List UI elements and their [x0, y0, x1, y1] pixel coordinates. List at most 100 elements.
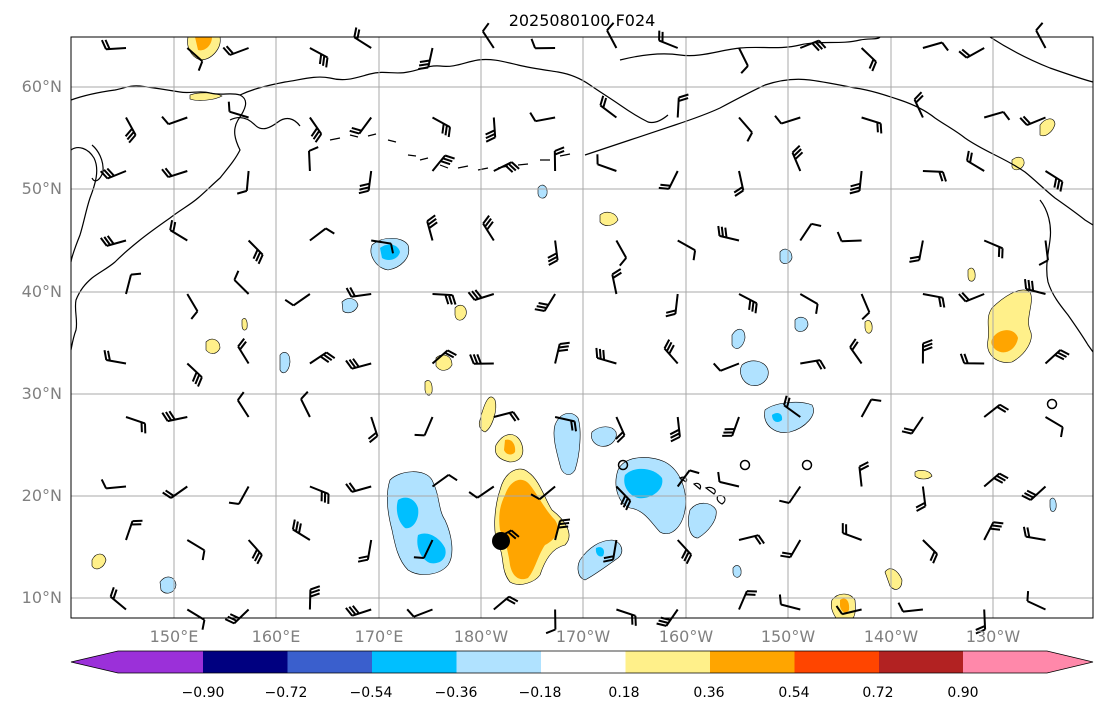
- wind-barb: [677, 239, 697, 261]
- wind-barb: [1024, 278, 1046, 295]
- wind-barb: [983, 239, 1004, 259]
- wind-barb: [545, 609, 557, 635]
- negative-region: [740, 360, 769, 386]
- wind-barb: [308, 146, 319, 172]
- colorbar-segment: [118, 651, 203, 673]
- wind-barb: [358, 170, 373, 195]
- graticule: [71, 37, 1093, 618]
- negative-region: [159, 576, 177, 594]
- negative-region: [732, 565, 742, 578]
- wind-barb: [345, 482, 372, 493]
- wind-barb: [228, 486, 250, 505]
- wind-barb: [431, 349, 457, 365]
- longitude-labels: 150°E 160°E 170°E 180°W 170°W 160°W 150°…: [150, 627, 1021, 646]
- wind-barb: [431, 154, 455, 172]
- wind-barb: [921, 339, 933, 364]
- wind-barb: [738, 47, 749, 74]
- positive-region: [1011, 156, 1025, 171]
- wind-barb: [353, 27, 372, 49]
- wind-barb: [1044, 349, 1070, 365]
- shaded-field: [91, 36, 1057, 619]
- wind-barb: [835, 605, 862, 616]
- wind-barb: [717, 225, 740, 242]
- wind-barb: [309, 485, 330, 504]
- colorbar-labels: −0.90 −0.72 −0.54 −0.36 −0.18 0.18 0.36 …: [182, 685, 979, 701]
- wind-barb: [774, 115, 801, 125]
- lat-label: 40°N: [22, 282, 62, 301]
- wind-barb: [308, 585, 321, 610]
- wind-barb: [1044, 170, 1064, 192]
- negative-region: [279, 352, 291, 374]
- wind-barb: [778, 594, 801, 611]
- wind-barb: [676, 93, 689, 118]
- wind-barb: [414, 416, 434, 437]
- wind-barb: [841, 523, 862, 541]
- negative-region: [779, 248, 793, 264]
- negative-region: [341, 298, 359, 314]
- figure-title: 2025080100 F024: [509, 11, 656, 30]
- negative-region: [794, 316, 809, 332]
- negative-region: [1049, 497, 1057, 512]
- wind-barb: [247, 239, 264, 265]
- wind-barb: [1021, 485, 1047, 501]
- wind-barb: [530, 38, 556, 50]
- negative-region: [731, 329, 746, 349]
- wind-barb: [547, 240, 559, 266]
- colorbar-segment: [963, 651, 1047, 673]
- wind-barb: [418, 47, 434, 70]
- wind-barb: [432, 116, 451, 138]
- wind-barb: [284, 293, 311, 307]
- wind-barbs: [99, 22, 1070, 635]
- wind-barb: [966, 150, 985, 172]
- wind-barb: [909, 240, 924, 263]
- wind-barb: [722, 416, 740, 437]
- wind-barb: [861, 116, 883, 134]
- colorbar-tick-label: 0.72: [862, 685, 893, 701]
- wind-barb: [897, 602, 924, 613]
- wind-barb: [493, 161, 520, 173]
- wind-barb: [553, 146, 565, 172]
- wind-barb: [901, 416, 924, 435]
- wind-barb: [300, 391, 311, 418]
- wind-barb: [109, 586, 127, 611]
- wind-barb: [224, 608, 250, 625]
- lon-label: 150°E: [150, 627, 199, 646]
- wind-barb: [309, 351, 336, 365]
- wind-barb: [161, 167, 188, 179]
- wind-barb: [227, 101, 249, 119]
- positive-region: [424, 380, 433, 396]
- coastlines: [70, 36, 1094, 505]
- wind-barb: [733, 170, 745, 197]
- wind-barb: [738, 534, 765, 545]
- wind-barb: [663, 339, 679, 365]
- wind-barb: [780, 539, 802, 559]
- lat-label: 10°N: [22, 588, 62, 607]
- wind-barb: [100, 235, 127, 247]
- wind-barb: [247, 539, 263, 565]
- wind-barb: [849, 338, 863, 365]
- colorbar-segment: [456, 651, 541, 673]
- lon-label: 180°W: [454, 627, 509, 646]
- wind-barb: [345, 358, 372, 370]
- wind-barb: [222, 45, 249, 56]
- wind-barb: [413, 539, 434, 559]
- wind-barb: [125, 519, 143, 541]
- wind-barb: [606, 22, 618, 49]
- wind-barb: [233, 270, 250, 295]
- positive-region: [884, 568, 903, 590]
- lon-label: 130°W: [966, 627, 1021, 646]
- wind-barb: [983, 403, 1010, 418]
- wind-barb: [534, 293, 556, 312]
- colorbar: [70, 650, 1094, 674]
- wind-barb: [161, 115, 188, 126]
- wind-barb: [983, 472, 1009, 488]
- wind-barb: [665, 293, 679, 318]
- wind-barb: [124, 117, 137, 144]
- wind-barb: [983, 110, 1011, 121]
- wind-barb: [676, 539, 693, 565]
- wind-barb: [922, 170, 947, 182]
- calm-circle: [617, 459, 629, 471]
- calm-circle: [1046, 398, 1058, 410]
- colorbar-segment: [287, 651, 372, 673]
- wind-barb: [125, 416, 147, 434]
